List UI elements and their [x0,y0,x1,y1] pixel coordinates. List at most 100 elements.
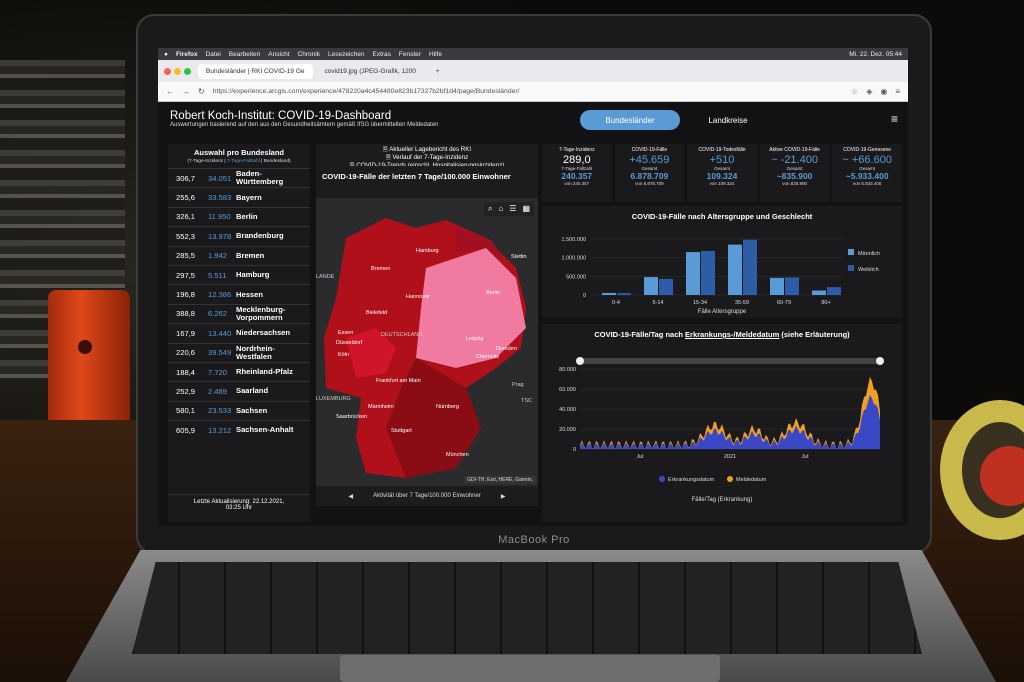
tab-covid19-jpg[interactable]: covid19.jpg (JPEG-Grafik, 1200 [324,67,416,75]
pocket-icon[interactable]: ◈ [866,87,873,96]
bundesland-row[interactable]: 188,4 7.720 Rheinland-Pfalz [168,361,310,381]
bar-female [617,293,631,295]
bundesland-row[interactable]: 167,9 13.440 Niedersachsen [168,323,310,342]
menu-chronik[interactable]: Chronik [297,50,320,58]
bundeslaender-button[interactable]: Bundesländer [580,110,680,130]
y-tick-label: 80.000 [559,367,576,373]
city-label: Chemnitz [476,354,500,360]
kpi-sub-total: von 5.933.400 [852,181,882,186]
new-tab-icon[interactable]: + [435,67,440,75]
bundesland-row[interactable]: 306,7 34.051 Baden- Württemberg [168,168,310,187]
city-label: München [446,452,469,458]
incidence-value: 388,8 [176,309,196,319]
bar-female [743,239,757,295]
kpi-tile[interactable]: COVID-19-Todesfälle +510 Gesamt 109.324 von … [687,144,757,202]
bundesland-row[interactable]: 388,8 6.262 Mecklenburg- Vorpommern [168,303,310,323]
city-label: Köln [338,352,350,358]
map-footer-label: Aktivität über 7 Tage/100.000 Einwohner [373,493,481,499]
incidence-value: 252,9 [176,386,196,396]
landkreise-button[interactable]: Landkreise [708,115,748,125]
menubar-clock[interactable]: Mi. 22. Dez. 05:44 [849,50,902,58]
menu-lesezeichen[interactable]: Lesezeichen [327,50,365,58]
y-tick-label: 0 [583,293,586,299]
hamburger-menu-icon[interactable]: ≡ [890,112,898,126]
menu-bearbeiten[interactable]: Bearbeiten [228,50,261,58]
bundesland-name: Sachsen [236,405,268,415]
kpi-sub-value: 240.357 [561,171,593,181]
menu-ansicht[interactable]: Ansicht [268,50,290,58]
bar-female [785,277,799,295]
kpi-sub-total: von 109.324 [709,181,735,186]
dashboard-subtitle: Auswertungen basierend auf den aus den G… [170,122,439,128]
map-grid-icon[interactable]: ▦ [522,204,530,213]
kpi-tile[interactable]: COVID-19-Genesene ~ +66.600 Gesamt ~5.933.4… [832,144,902,202]
incidence-value: 188,4 [176,367,196,377]
map-toolbar: ⌕ ⌂ ☰ ▦ [483,202,534,216]
bar-female [827,287,841,295]
tab-rki-dashboard[interactable]: Bundesländer | RKI COVID-19 Ge [198,63,313,79]
kpi-tile[interactable]: COVID-19-Fälle +45.659 Gesamt 6.878.709 von … [614,144,685,202]
bundesland-row[interactable]: 605,9 13.212 Sachsen-Anhalt [168,420,310,439]
forward-icon[interactable]: → [182,87,190,96]
menu-datei[interactable]: Datei [205,50,221,58]
bundesland-row[interactable]: 220,6 39.549 Nordrhein- Westfalen [168,342,310,362]
kpi-tile[interactable]: 7-Tage-Inzidenz 289,0 7-Tage-Fallzahl 240.3… [542,144,612,202]
menu-hilfe[interactable]: Hilfe [428,50,442,58]
bookmark-star-icon[interactable]: ☆ [851,87,859,96]
kpi-value: +45.659 [629,154,670,166]
minimize-window-icon[interactable] [174,68,181,75]
map-next-icon[interactable]: ▶ [500,493,506,500]
x-tick-label: Jul [636,454,643,460]
case-count-value: 6.262 [208,309,228,319]
bundesland-row[interactable]: 196,8 12.386 Hessen [168,284,310,303]
city-label: Stuttgart [391,428,412,434]
list-heading: Auswahl pro Bundesland [193,148,284,157]
map-prev-icon[interactable]: ◀ [348,493,354,500]
address-field[interactable]: https://experience.arcgis.com/experience… [212,88,520,95]
overflow-menu-icon[interactable]: ≡ [895,87,900,96]
y-tick-label: 40.000 [559,407,576,413]
daily-title-link[interactable]: Erkrankungs-/Meldedatum [685,330,780,339]
bundesland-row[interactable]: 252,9 2.489 Saarland [168,381,310,400]
x-tick-label: 2021 [724,454,736,460]
incidence-value: 220,6 [176,348,196,358]
map-list-icon[interactable]: ☰ [509,204,517,213]
menu-firefox[interactable]: Firefox [175,50,198,58]
menu-fenster[interactable]: Fenster [398,50,421,58]
bar-male [644,277,658,295]
bundesland-row[interactable]: 580,1 23.533 Sachsen [168,400,310,420]
case-count-value: 13.978 [208,231,232,241]
bundesland-row[interactable]: 552,3 13.978 Brandenburg [168,226,310,245]
incidence-value: 297,5 [176,270,196,280]
germany-map[interactable]: Hamburg Bremen Stettin Hannover Berlin Bielef… [316,198,538,486]
bundesland-row[interactable]: 285,5 1.942 Bremen [168,245,310,265]
legend-erkrankung: Erkrankungsdatum [668,477,715,483]
kpi-sub-label: 7-Tage-Fallzahl [561,166,593,171]
bundesland-row[interactable]: 255,6 33.583 Bayern [168,187,310,206]
back-icon[interactable]: ← [166,87,174,96]
case-count-value: 12.386 [208,290,232,300]
report-links[interactable]: 🗎 Aktueller Lagebericht des RKI 🗎 Verlau… [349,146,505,166]
close-window-icon[interactable] [164,68,171,75]
case-count-value: 34.051 [208,173,232,183]
kpi-tile[interactable]: Aktive COVID-19-Fälle ~ -21.400 Gesamt ~835… [759,144,830,202]
city-label: Mannheim [368,404,394,410]
extension-icon[interactable]: ◉ [880,87,888,96]
incidence-value: 326,1 [176,212,196,222]
map-home-icon[interactable]: ⌂ [498,204,504,213]
bar-female [659,278,673,295]
menu-extras[interactable]: Extras [372,50,391,58]
reload-icon[interactable]: ↻ [198,87,205,96]
series-erkrankungsdatum [580,394,880,449]
bundesland-name: Niedersachsen [236,328,291,338]
bar-male [728,244,742,295]
apple-icon[interactable]: ● [164,50,168,58]
x-tick-label: 5-14 [652,300,663,306]
zoom-window-icon[interactable] [184,68,191,75]
bundesland-row[interactable]: 297,5 5.511 Hamburg [168,264,310,284]
subheading-part-a: (7-Tage-Inzidenz | [187,159,227,164]
legend-melde: Meldedatum [736,477,767,483]
bundesland-row[interactable]: 326,1 11.950 Berlin [168,206,310,226]
city-label: Bielefeld [366,310,388,316]
map-search-icon[interactable]: ⌕ [487,204,493,213]
